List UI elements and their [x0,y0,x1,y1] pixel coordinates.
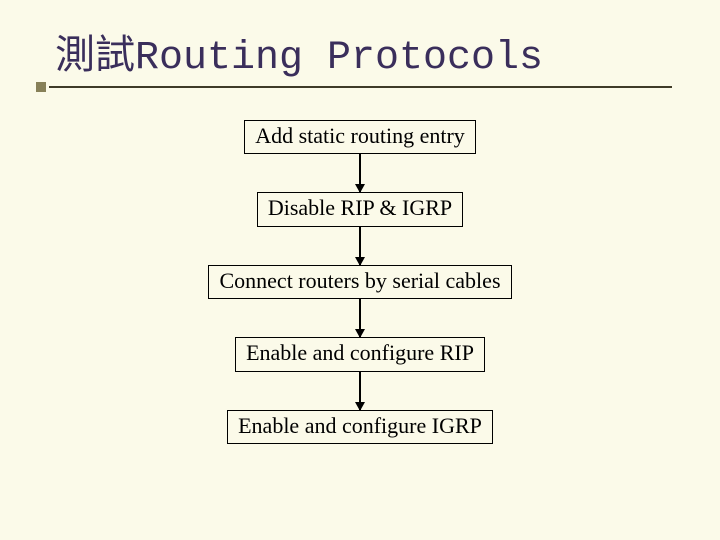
flow-arrow-2 [359,227,361,265]
title-underline [49,86,672,88]
flow-node-1: Add static routing entry [244,120,476,154]
flow-node-5: Enable and configure IGRP [227,410,493,444]
flow-arrow-1 [359,154,361,192]
title-bullet [36,82,46,92]
flow-node-3: Connect routers by serial cables [208,265,511,299]
slide: 測試Routing Protocols Add static routing e… [0,0,720,540]
flow-arrow-3 [359,299,361,337]
flow-arrow-4 [359,372,361,410]
slide-title: 測試Routing Protocols [55,22,543,81]
flowchart: Add static routing entry Disable RIP & I… [0,120,720,444]
flow-node-4: Enable and configure RIP [235,337,485,371]
flow-node-2: Disable RIP & IGRP [257,192,463,226]
